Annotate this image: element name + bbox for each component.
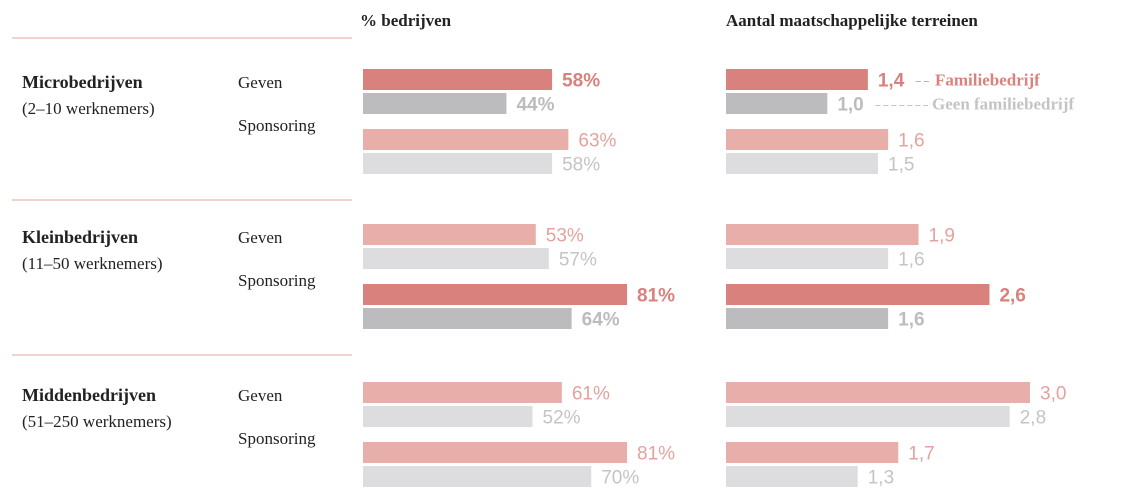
bar (726, 224, 919, 245)
group-name: Kleinbedrijven (22, 227, 138, 247)
panel-title: Aantal maatschappelijke terreinen (726, 11, 978, 30)
legend-label: Familiebedrijf (935, 70, 1040, 89)
bar (726, 308, 889, 329)
value-label: 1,4 (878, 71, 905, 92)
value-label: 1,0 (837, 95, 863, 116)
value-label: 70% (601, 468, 639, 489)
bar (363, 442, 628, 463)
value-label: 63% (578, 131, 616, 152)
category-label: Sponsoring (238, 116, 316, 135)
value-label: 61% (572, 384, 610, 405)
bar (363, 93, 507, 114)
value-label: 3,0 (1040, 384, 1066, 405)
bar (726, 406, 1010, 427)
group-subtitle: (51–250 werknemers) (22, 412, 172, 431)
bar (363, 248, 549, 269)
bar (726, 284, 990, 305)
value-label: 1,9 (929, 226, 955, 247)
value-label: 81% (637, 286, 675, 307)
category-label: Sponsoring (238, 271, 316, 290)
bar (726, 442, 899, 463)
bar (363, 308, 572, 329)
value-label: 1,6 (898, 310, 924, 331)
category-label: Sponsoring (238, 429, 316, 448)
value-label: 1,6 (898, 250, 924, 271)
category-label: Geven (238, 386, 283, 405)
value-label: 1,7 (908, 444, 934, 465)
value-label: 2,6 (999, 286, 1025, 307)
bar (363, 284, 628, 305)
value-label: 44% (516, 95, 554, 116)
value-label: 2,8 (1020, 408, 1046, 429)
bar (363, 382, 562, 403)
bar (726, 153, 878, 174)
bar (363, 69, 553, 90)
value-label: 1,3 (868, 468, 894, 489)
group-name: Middenbedrijven (22, 385, 156, 405)
bar (726, 69, 868, 90)
bar (363, 406, 533, 427)
value-label: 52% (543, 408, 581, 429)
bar (726, 466, 858, 487)
value-label: 1,6 (898, 131, 924, 152)
bar (363, 466, 592, 487)
legend-label: Geen familiebedrijf (932, 94, 1074, 113)
group-name: Microbedrijven (22, 72, 143, 92)
panel-title: % bedrijven (360, 11, 452, 30)
value-label: 57% (559, 250, 597, 271)
bar (726, 93, 828, 114)
value-label: 58% (562, 155, 600, 176)
value-label: 58% (562, 71, 600, 92)
bar (363, 224, 536, 245)
group-subtitle: (2–10 werknemers) (22, 99, 155, 118)
bar (363, 153, 553, 174)
bar (726, 248, 889, 269)
value-label: 1,5 (888, 155, 914, 176)
category-label: Geven (238, 228, 283, 247)
group-subtitle: (11–50 werknemers) (22, 254, 163, 273)
value-label: 64% (582, 310, 620, 331)
bar (363, 129, 569, 150)
bar (726, 129, 889, 150)
category-label: Geven (238, 73, 283, 92)
value-label: 53% (546, 226, 584, 247)
value-label: 81% (637, 444, 675, 465)
bar (726, 382, 1030, 403)
